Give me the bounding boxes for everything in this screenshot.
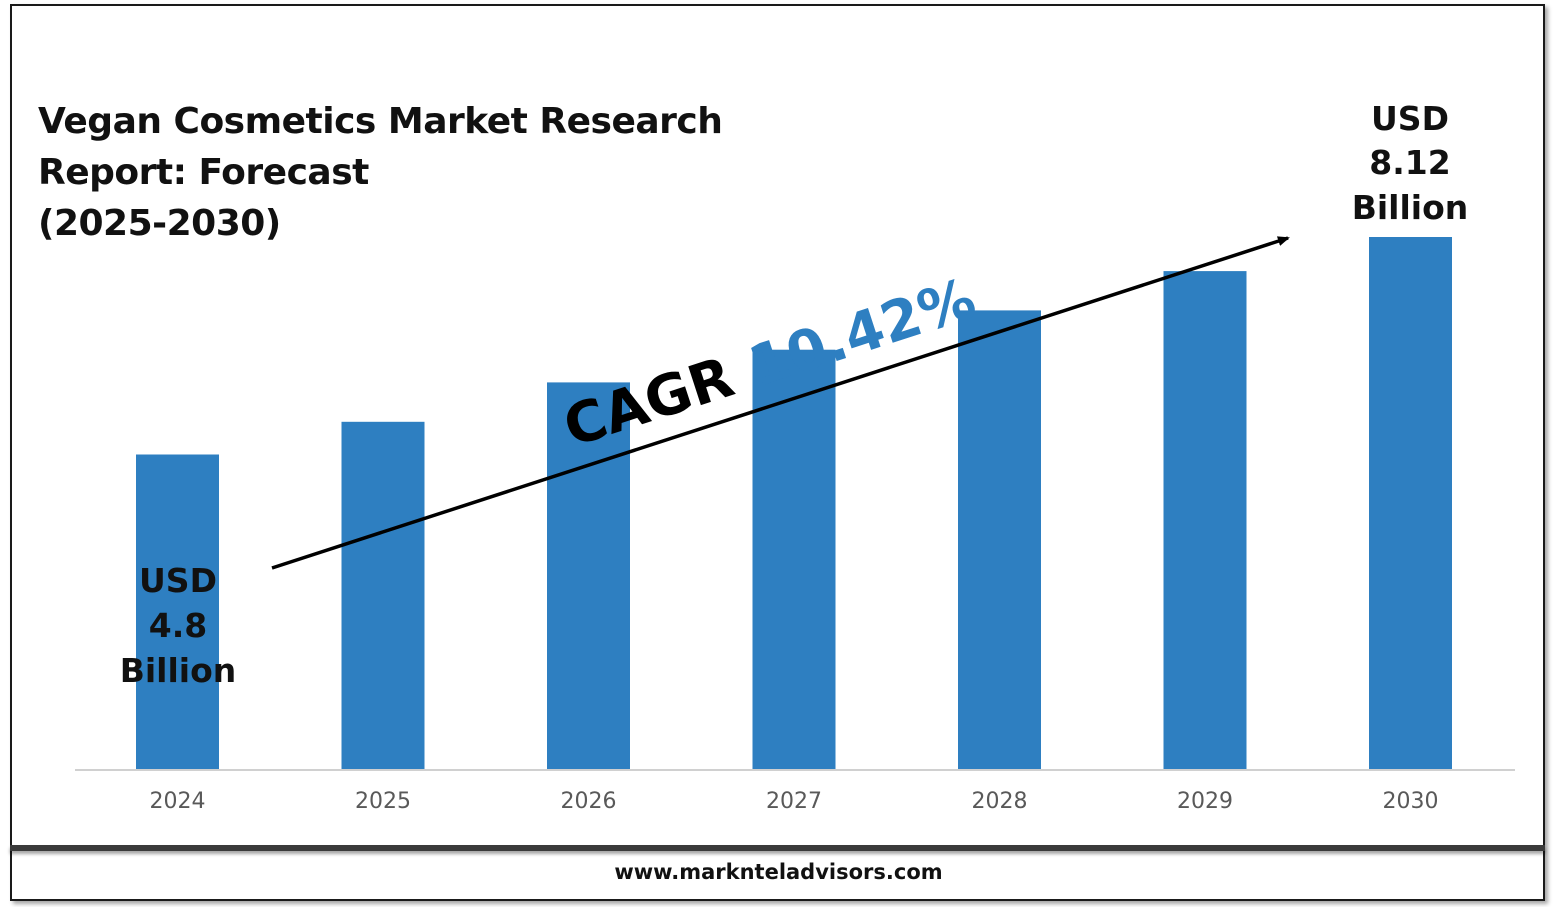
bars-group bbox=[136, 237, 1452, 769]
bar-2024 bbox=[136, 454, 219, 769]
bar-2028 bbox=[958, 310, 1041, 769]
x-tick-labels: 2024 2025 2026 2027 2028 2029 2030 bbox=[150, 789, 1439, 814]
title-line-1: Vegan Cosmetics Market Research bbox=[38, 101, 723, 142]
cagr-trend-arrow bbox=[271, 236, 1290, 570]
x-tick-label-2025: 2025 bbox=[355, 789, 411, 814]
chart-title: Vegan Cosmetics Market Research Report: … bbox=[38, 96, 758, 249]
start-label-line-1: USD bbox=[139, 561, 217, 600]
end-label-line-2: 8.12 bbox=[1369, 143, 1450, 182]
x-tick-label-2024: 2024 bbox=[150, 789, 206, 814]
end-value-label: USD 8.12 Billion bbox=[1352, 99, 1469, 227]
start-value-label: USD 4.8 Billion bbox=[120, 561, 237, 690]
x-tick-label-2026: 2026 bbox=[561, 789, 617, 814]
start-label-line-2: 4.8 bbox=[149, 606, 207, 645]
bar-2026 bbox=[547, 382, 630, 769]
x-tick-label-2027: 2027 bbox=[766, 789, 822, 814]
start-label-line-3: Billion bbox=[120, 651, 237, 690]
bar-2027 bbox=[752, 349, 836, 769]
footer-divider bbox=[10, 845, 1545, 851]
bar-2030 bbox=[1369, 237, 1452, 769]
website-url[interactable]: www.marknteladvisors.com bbox=[614, 860, 943, 884]
chart-frame bbox=[10, 4, 1545, 901]
x-tick-label-2028: 2028 bbox=[972, 789, 1028, 814]
title-line-3: (2025-2030) bbox=[38, 203, 281, 244]
bar-2025 bbox=[341, 421, 425, 769]
end-label-line-3: Billion bbox=[1352, 188, 1469, 227]
cagr-value: 10.42% bbox=[741, 266, 983, 400]
cagr-label: CAGR bbox=[556, 345, 741, 460]
title-line-2: Report: Forecast bbox=[38, 152, 369, 193]
bar-2029 bbox=[1163, 271, 1247, 769]
x-tick-label-2030: 2030 bbox=[1383, 789, 1439, 814]
x-tick-label-2029: 2029 bbox=[1177, 789, 1233, 814]
end-label-line-1: USD bbox=[1371, 99, 1449, 138]
